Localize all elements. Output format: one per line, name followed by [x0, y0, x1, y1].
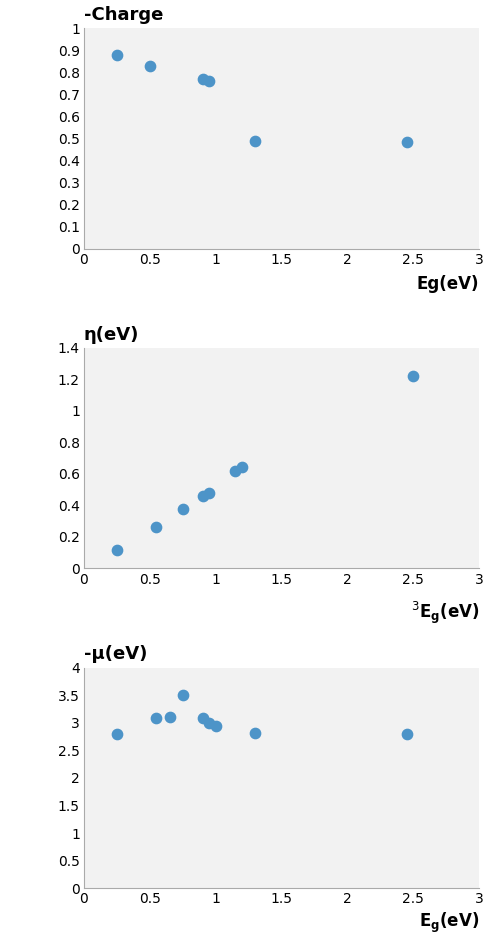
Point — [199, 488, 206, 503]
Point — [179, 688, 187, 703]
Text: $\mathbf{E_g(eV)}$: $\mathbf{E_g(eV)}$ — [419, 911, 479, 934]
Point — [212, 718, 220, 733]
Point — [199, 711, 206, 726]
Point — [113, 47, 121, 62]
Point — [238, 459, 246, 474]
Text: $^3$$\mathbf{E_g(eV)}$: $^3$$\mathbf{E_g(eV)}$ — [411, 599, 479, 626]
Text: -μ(eV): -μ(eV) — [84, 645, 147, 663]
Point — [205, 485, 213, 500]
Point — [146, 58, 154, 73]
Point — [113, 542, 121, 557]
Point — [205, 74, 213, 89]
Point — [251, 726, 259, 741]
Text: Eg(eV): Eg(eV) — [416, 275, 479, 293]
Point — [113, 726, 121, 741]
Point — [232, 463, 240, 478]
Text: -Charge: -Charge — [84, 6, 164, 23]
Point — [410, 368, 417, 383]
Point — [403, 726, 411, 741]
Point — [165, 710, 173, 725]
Point — [179, 501, 187, 516]
Point — [205, 715, 213, 730]
Point — [199, 71, 206, 86]
Point — [153, 711, 161, 726]
Point — [153, 520, 161, 535]
Point — [403, 134, 411, 149]
Text: η(eV): η(eV) — [84, 325, 139, 343]
Point — [251, 133, 259, 148]
